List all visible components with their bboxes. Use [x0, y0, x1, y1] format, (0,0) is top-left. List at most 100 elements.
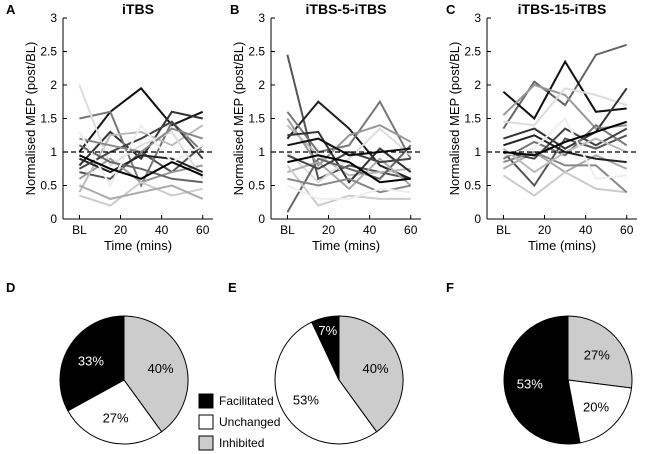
y-tick-label: 3: [258, 11, 265, 25]
panel-letter: B: [230, 2, 239, 17]
pie-label-unchanged: 20%: [583, 399, 609, 414]
series-line: [502, 123, 628, 160]
y-tick-label: 0: [50, 212, 57, 226]
panel-letter: E: [228, 280, 237, 295]
legend-label-unchanged: Unchanged: [219, 415, 280, 429]
series-line: [78, 86, 204, 153]
x-tick-label: 40: [155, 223, 169, 237]
y-tick-label: 2.5: [464, 45, 481, 59]
series-line: [503, 120, 628, 157]
series-line: [502, 134, 628, 188]
series-line: [502, 170, 627, 197]
pie-slice-unchanged: [67, 379, 163, 445]
panel-title: iTBS-5-iTBS: [306, 1, 387, 17]
legend: Facilitated Unchanged Inhibited: [198, 393, 280, 451]
y-tick-label: 1.5: [464, 112, 481, 126]
legend-swatch-facilitated: [198, 393, 214, 409]
series-line: [503, 116, 627, 180]
y-tick-label: 2.5: [248, 45, 265, 59]
y-tick-label: 3: [50, 11, 57, 25]
pie-slice-inhibited: [567, 315, 633, 389]
series-line: [286, 99, 412, 160]
series-line: [78, 84, 204, 180]
series-line: [503, 134, 627, 164]
series-line: [287, 137, 411, 157]
series-line: [78, 154, 204, 180]
x-tick-label: 40: [363, 223, 377, 237]
y-tick-label: 0: [474, 212, 481, 226]
legend-swatch-unchanged: [198, 414, 214, 430]
series-line: [287, 154, 411, 184]
series-line: [286, 124, 411, 177]
x-tick-label: BL: [496, 223, 511, 237]
pie-slice-inhibited: [123, 315, 189, 433]
pie-label-facilitated: 33%: [78, 354, 104, 369]
series-line: [287, 130, 412, 184]
x-tick-label: BL: [280, 223, 295, 237]
series-line: [502, 59, 627, 121]
x-tick-label: 20: [114, 223, 128, 237]
series-line: [286, 127, 412, 184]
x-axis-label: Time (mins): [312, 238, 380, 253]
pie-label-inhibited: 40%: [362, 361, 388, 376]
x-tick-label: 60: [404, 223, 418, 237]
panel-letter: C: [446, 2, 456, 17]
y-tick-label: 1: [258, 145, 265, 159]
pie-label-inhibited: 40%: [147, 361, 173, 376]
panel-title: iTBS-15-iTBS: [518, 1, 607, 17]
pie-slice-facilitated: [503, 315, 581, 445]
panel-letter: A: [6, 2, 16, 17]
y-tick-label: 2: [50, 78, 57, 92]
series-line: [503, 87, 628, 150]
pie-label-unchanged: 27%: [103, 411, 129, 426]
series-line: [287, 157, 412, 191]
x-tick-label: 60: [196, 223, 210, 237]
y-tick-label: 0.5: [464, 179, 481, 193]
series-line: [503, 127, 628, 160]
y-tick-label: 0: [258, 212, 265, 226]
x-tick-label: 60: [620, 223, 634, 237]
y-tick-label: 0.5: [40, 179, 57, 193]
pie-label-unchanged: 53%: [293, 393, 319, 408]
series-line: [503, 150, 628, 193]
pie-label-facilitated: 53%: [517, 377, 543, 392]
panel-letter: F: [446, 280, 454, 295]
series-line: [79, 127, 204, 154]
series-line: [286, 117, 412, 167]
y-tick-label: 1: [474, 145, 481, 159]
panel-title: iTBS: [122, 1, 154, 17]
x-axis-label: Time (mins): [104, 238, 172, 253]
pie-slice-unchanged: [274, 321, 378, 445]
x-tick-label: 20: [322, 223, 336, 237]
series-line: [78, 123, 204, 188]
series-line: [286, 100, 412, 180]
pie-panel-f: F 27% 20% 53%: [446, 280, 633, 445]
y-tick-label: 2: [258, 78, 265, 92]
x-tick-label: 20: [538, 223, 552, 237]
pie-slice-facilitated: [59, 315, 125, 412]
y-tick-label: 3: [474, 11, 481, 25]
pie-label-inhibited: 27%: [584, 348, 610, 363]
series-line: [502, 43, 628, 130]
y-tick-label: 1: [50, 145, 57, 159]
y-axis-label: Normalised MEP (post/BL): [231, 42, 246, 196]
pie-slice-facilitated: [311, 315, 340, 381]
series-line: [287, 184, 411, 200]
series-line: [503, 87, 628, 127]
y-tick-label: 1.5: [248, 112, 265, 126]
y-tick-label: 2: [474, 78, 481, 92]
series-line: [286, 150, 411, 170]
pie-panel-e: E 40% 53% 7%: [228, 280, 404, 445]
x-axis-label: Time (mins): [528, 238, 596, 253]
series-line: [78, 124, 204, 193]
y-tick-label: 1.5: [40, 112, 57, 126]
legend-label-inhibited: Inhibited: [219, 436, 264, 450]
y-axis-label: Normalised MEP (post/BL): [447, 42, 462, 196]
series-line: [79, 110, 204, 188]
y-tick-label: 0.5: [248, 179, 265, 193]
series-line: [286, 164, 411, 207]
panel-letter: D: [6, 280, 15, 295]
